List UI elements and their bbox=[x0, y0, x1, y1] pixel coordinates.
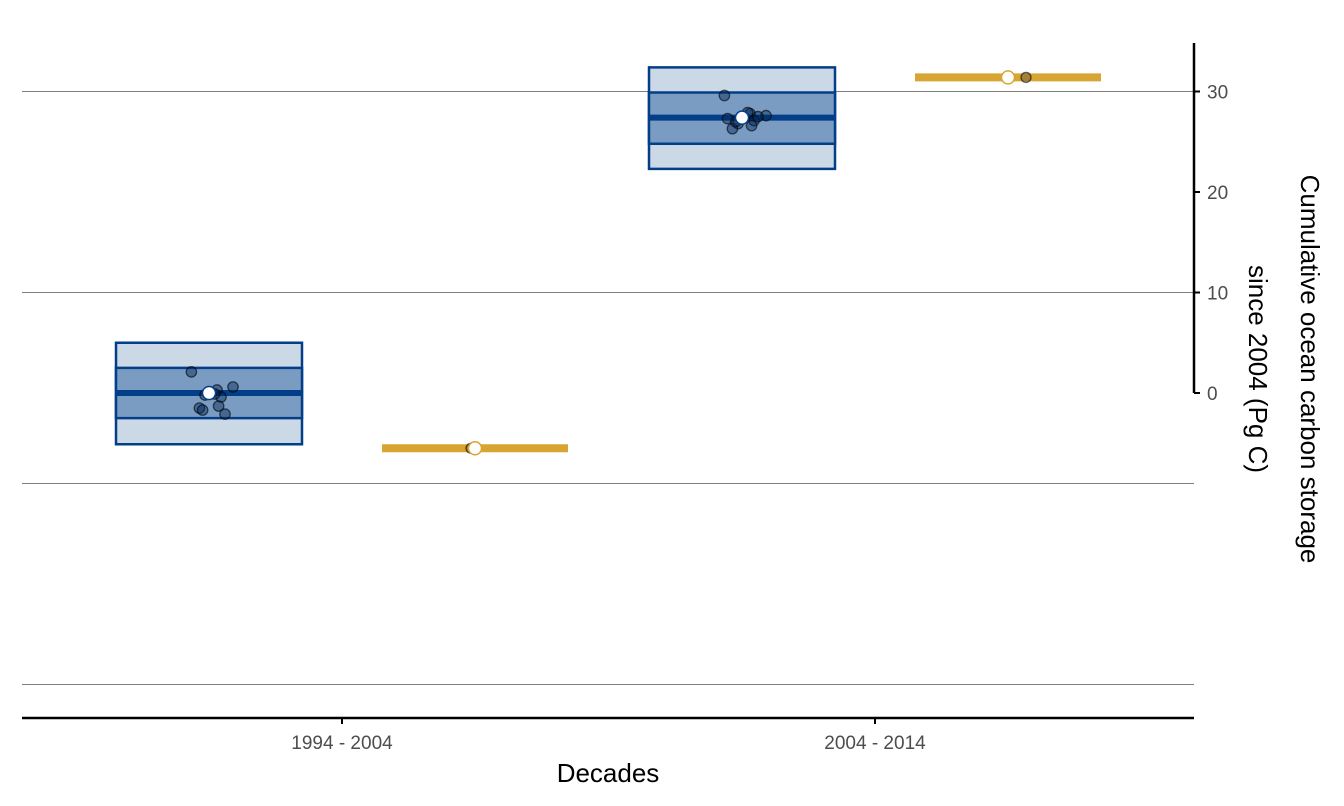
axes bbox=[22, 43, 1196, 720]
model-member-point bbox=[726, 122, 739, 135]
x-axis-title: Decades bbox=[557, 758, 660, 788]
y-tick-label: 0 bbox=[1207, 384, 1218, 405]
model-member-point bbox=[718, 89, 731, 102]
model-member-point bbox=[212, 400, 225, 412]
x-tick-label: 1994 - 2004 bbox=[291, 733, 393, 754]
grid-lines bbox=[22, 91, 1194, 685]
observation-member-point bbox=[1020, 71, 1032, 84]
x-tick-label: 2004 - 2014 bbox=[824, 733, 926, 754]
model-member-point bbox=[227, 381, 239, 393]
y-axis-title-line-2: since 2004 (Pg C) bbox=[1243, 265, 1273, 473]
y-tick-label: 30 bbox=[1207, 83, 1228, 104]
model-member-point bbox=[721, 112, 734, 125]
observation-mean-point bbox=[467, 441, 483, 456]
model-member-point bbox=[219, 408, 231, 420]
ticks: 0 10 20 30 1994 - 2004 2004 - 2014 bbox=[291, 83, 1228, 755]
y-tick-label: 10 bbox=[1207, 284, 1228, 305]
model-member-point bbox=[215, 391, 227, 403]
observation-mean-point bbox=[1000, 70, 1016, 85]
model-member-point bbox=[745, 119, 758, 132]
model-member-point bbox=[196, 404, 209, 416]
model-member-point bbox=[752, 110, 764, 123]
model-mean-point bbox=[734, 110, 750, 125]
y-tick-label: 20 bbox=[1207, 183, 1228, 204]
y-axis-title-line-1: Cumulative ocean carbon storage bbox=[1295, 175, 1325, 564]
model-mean-point bbox=[201, 385, 217, 401]
model-member-point bbox=[185, 366, 198, 378]
chart-marks bbox=[114, 66, 1101, 456]
